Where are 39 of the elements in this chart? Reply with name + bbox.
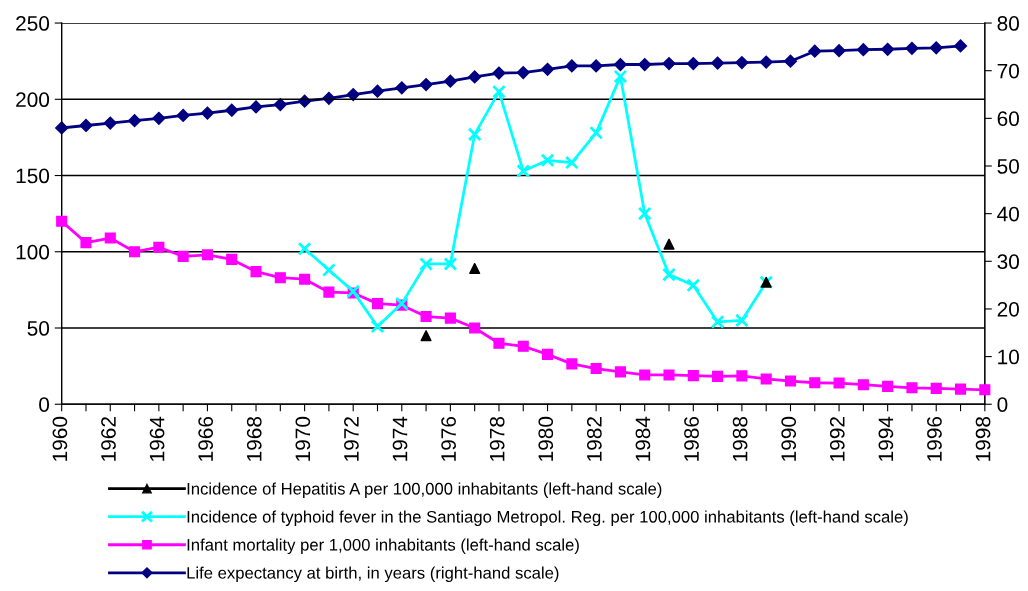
legend-label: Life expectancy at birth, in years (right-hand scale) xyxy=(187,566,559,583)
x-tick-label: 1964 xyxy=(149,416,165,461)
y2-tick-label: 80 xyxy=(997,16,1019,31)
x-tick-label: 1966 xyxy=(198,416,214,461)
y2-tick-label: 0 xyxy=(997,397,1008,412)
x-tick-label: 1980 xyxy=(538,416,554,461)
y2-tick-label: 50 xyxy=(997,159,1019,174)
x-tick-label: 1990 xyxy=(781,416,797,461)
y2-tick-label: 10 xyxy=(998,349,1019,365)
x-tick-label: 1970 xyxy=(295,416,311,461)
y2-tick-label: 30 xyxy=(997,254,1019,270)
y2-tick-label: 60 xyxy=(997,111,1019,127)
x-tick-label: 1982 xyxy=(586,417,602,461)
y2-tick-label: 40 xyxy=(997,206,1019,222)
x-tick-label: 1994 xyxy=(878,416,894,461)
y2-tick-label: 70 xyxy=(997,63,1019,79)
y-tick-label: 200 xyxy=(16,92,50,108)
x-tick-label: 1996 xyxy=(927,416,942,461)
y-tick-label: 50 xyxy=(27,321,50,336)
x-tick-label: 1978 xyxy=(489,416,505,461)
y2-tick-label: 20 xyxy=(997,301,1019,317)
y-tick-label: 150 xyxy=(16,168,50,184)
y-tick-label: 250 xyxy=(16,16,50,31)
x-tick-label: 1976 xyxy=(441,416,456,461)
x-tick-label: 1984 xyxy=(635,416,651,461)
x-tick-label: 1992 xyxy=(829,417,845,461)
legend-label: Incidence of typhoid fever in the Santiago Metropol. Reg. per 100,000 inhabitants (left-hand scale) xyxy=(187,510,908,526)
x-tick-label: 1968 xyxy=(246,416,262,461)
x-tick-label: 1972 xyxy=(344,417,359,461)
x-tick-label: 1998 xyxy=(975,416,991,461)
y-tick-label: 100 xyxy=(16,244,50,260)
x-tick-label: 1988 xyxy=(732,416,748,461)
x-tick-label: 1986 xyxy=(684,416,699,461)
legend-label: Incidence of Hepatitis A per 100,000 inhabitants (left-hand scale) xyxy=(187,482,662,498)
x-tick-label: 1974 xyxy=(392,416,408,461)
y-tick-label: 0 xyxy=(39,397,50,412)
legend-label: Infant mortality per 1,000 inhabitants (left-hand scale) xyxy=(187,538,579,555)
x-tick-label: 1960 xyxy=(52,416,68,461)
x-tick-label: 1962 xyxy=(101,417,116,461)
